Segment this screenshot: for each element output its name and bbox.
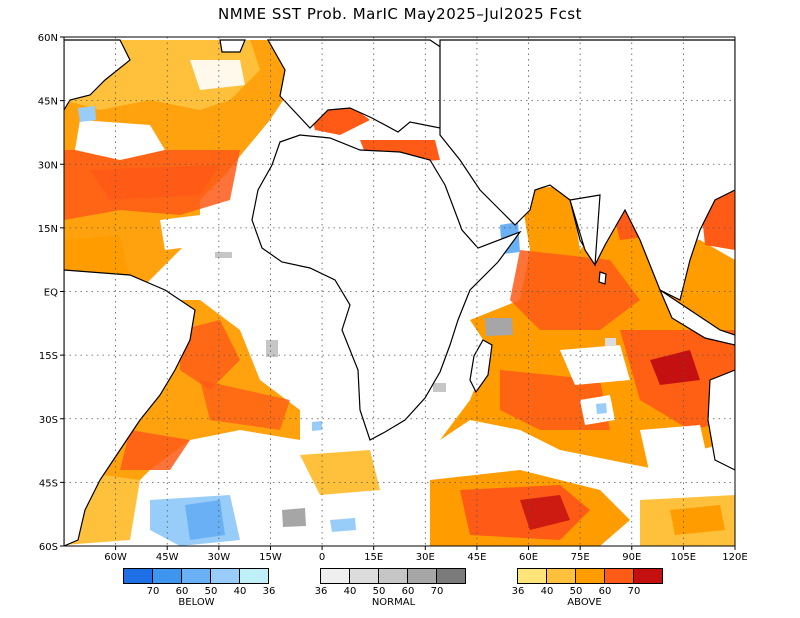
indonesia-land bbox=[658, 288, 735, 346]
map-title: NMME SST Prob. MarIC May2025–Jul2025 Fcs… bbox=[218, 5, 582, 23]
lon-tick-label: 15E bbox=[364, 552, 383, 560]
lon-tick-label: 15W bbox=[259, 552, 282, 560]
legend-swatch bbox=[210, 568, 240, 584]
legend-tick-label: 50 bbox=[204, 586, 218, 597]
legend-tick-label: 40 bbox=[343, 586, 357, 597]
legend-swatch bbox=[546, 568, 576, 584]
legend-swatch bbox=[604, 568, 634, 584]
lat-tick-label: 15S bbox=[39, 351, 58, 362]
lat-tick-label: 45N bbox=[38, 97, 58, 108]
lon-tick-label: 75E bbox=[571, 552, 590, 560]
legend-swatch bbox=[378, 568, 408, 584]
lon-tick-label: 0 bbox=[319, 552, 325, 560]
legend-below: 70 60 50 40 36 BELOW bbox=[123, 568, 284, 616]
legend-tick-label: 50 bbox=[569, 586, 583, 597]
lon-tick-label: 60E bbox=[519, 552, 538, 560]
lat-tick-label: 60S bbox=[39, 542, 58, 553]
legend-swatch bbox=[181, 568, 211, 584]
legend-swatch bbox=[633, 568, 663, 584]
north-america-land bbox=[64, 39, 131, 112]
legend-swatch bbox=[123, 568, 153, 584]
legend-swatch bbox=[152, 568, 182, 584]
coastlines bbox=[64, 39, 735, 546]
forecast-map: 60N 45N 30N 15N EQ 15S 30S 45S 60S 60W 45W 30W 15W 0… bbox=[38, 33, 748, 560]
lat-tick-label: 15N bbox=[38, 224, 58, 235]
legend-swatch bbox=[517, 568, 547, 584]
lon-tick-label: 30E bbox=[416, 552, 435, 560]
lat-tick-label: 30S bbox=[39, 415, 58, 426]
legend-category-label: ABOVE bbox=[567, 597, 602, 608]
legend-tick-label: 36 bbox=[262, 586, 276, 597]
lon-tick-label: 105E bbox=[671, 552, 696, 560]
australia-land bbox=[707, 369, 735, 471]
lon-tick-label: 90E bbox=[622, 552, 641, 560]
lon-tick-label: 45W bbox=[156, 552, 179, 560]
legend-tick-label: 60 bbox=[598, 586, 612, 597]
legend-swatch bbox=[349, 568, 379, 584]
iceland-land bbox=[219, 39, 246, 53]
legend-tick-label: 40 bbox=[233, 586, 247, 597]
legend-swatch bbox=[407, 568, 437, 584]
madagascar-land bbox=[469, 339, 493, 394]
legend-category-label: NORMAL bbox=[371, 597, 416, 608]
legend-swatch bbox=[320, 568, 350, 584]
legend-tick-label: 70 bbox=[627, 586, 641, 597]
legend-above-swatches bbox=[517, 568, 663, 584]
lon-tick-label: 120E bbox=[722, 552, 747, 560]
legend-tick-label: 70 bbox=[430, 586, 444, 597]
legend-tick-label: 60 bbox=[401, 586, 415, 597]
latitude-axis: 60N 45N 30N 15N EQ 15S 30S 45S 60S bbox=[38, 33, 64, 553]
legend-normal-swatches bbox=[320, 568, 466, 584]
lon-tick-label: 60W bbox=[104, 552, 127, 560]
lon-tick-label: 30W bbox=[208, 552, 231, 560]
legend-tick-label: 50 bbox=[372, 586, 386, 597]
lat-tick-label: 60N bbox=[38, 33, 58, 44]
lon-tick-label: 45E bbox=[467, 552, 486, 560]
legend-tick-label: 70 bbox=[146, 586, 160, 597]
india-land bbox=[569, 194, 601, 267]
legend-tick-label: 36 bbox=[314, 586, 328, 597]
legend-swatch bbox=[436, 568, 466, 584]
legend-swatch bbox=[575, 568, 605, 584]
longitude-axis: 60W 45W 30W 15W 0 15E 30E 45E 60E 75E 90E 105E 120E bbox=[104, 546, 748, 560]
legend-normal: 36 40 50 60 70 NORMAL bbox=[315, 568, 481, 616]
lat-tick-label: EQ bbox=[44, 288, 58, 299]
lat-tick-label: 45S bbox=[39, 478, 58, 489]
legend-tick-label: 60 bbox=[175, 586, 189, 597]
africa-land bbox=[251, 134, 522, 441]
sri-lanka-land bbox=[598, 271, 607, 285]
legend-above: 36 40 50 60 70 ABOVE bbox=[512, 568, 678, 616]
lat-tick-label: 30N bbox=[38, 160, 58, 171]
map-grid bbox=[64, 37, 735, 546]
legend-below-swatches bbox=[123, 568, 269, 584]
legend-tick-label: 36 bbox=[511, 586, 525, 597]
south-america-land bbox=[64, 269, 196, 546]
legend-swatch bbox=[239, 568, 269, 584]
legend-tick-label: 40 bbox=[540, 586, 554, 597]
legend-category-label: BELOW bbox=[178, 597, 215, 608]
